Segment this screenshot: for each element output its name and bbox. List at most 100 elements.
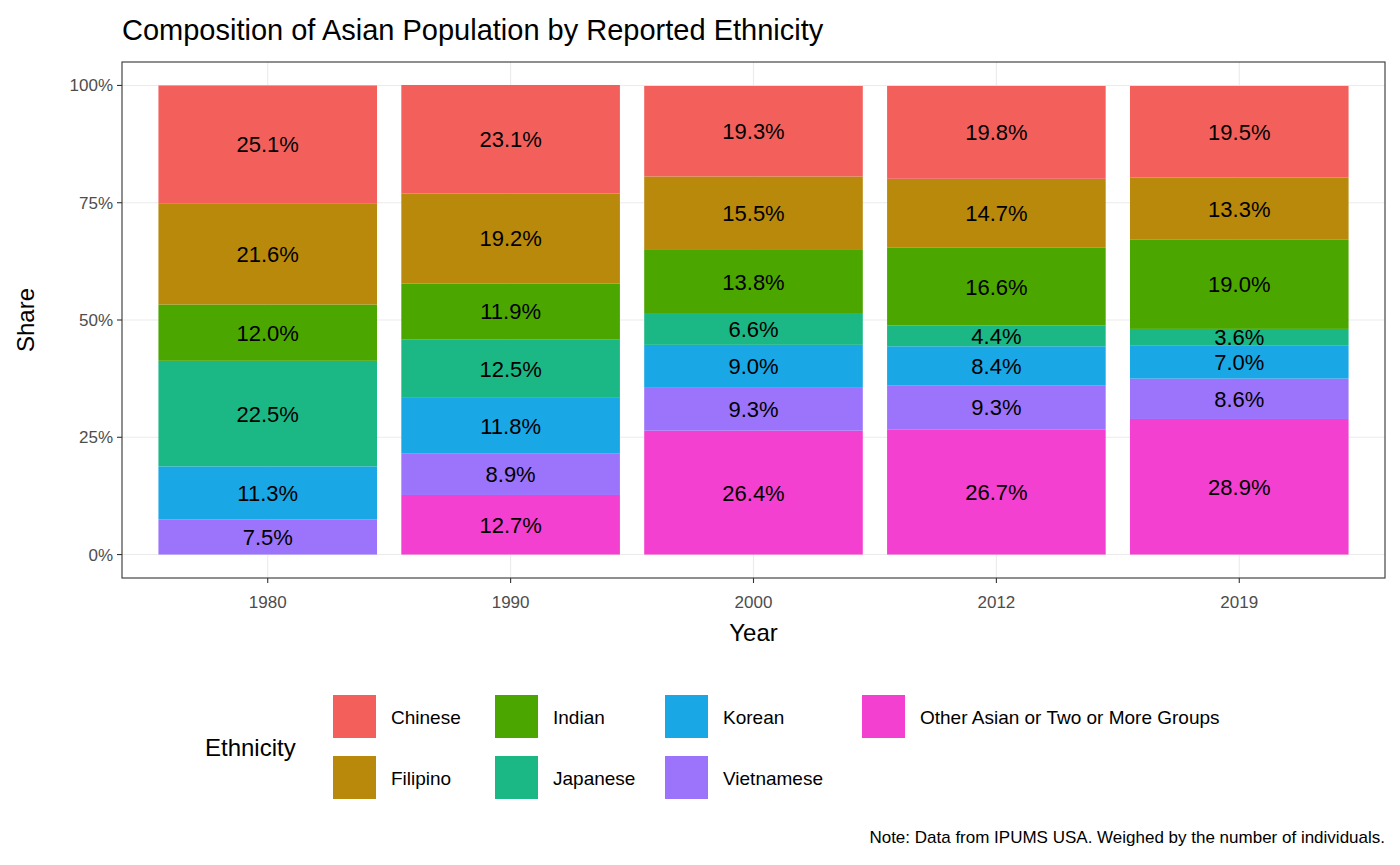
bar-segment: [1130, 379, 1349, 419]
bar-segment: [401, 339, 620, 398]
tick-label: 2000: [735, 593, 773, 612]
tick: [117, 85, 122, 86]
tick-label: 75%: [79, 194, 113, 213]
data-label: 26.4%: [722, 481, 784, 506]
bar-segment: [887, 429, 1106, 554]
data-label: 16.6%: [965, 275, 1027, 300]
data-label: 3.6%: [1214, 325, 1264, 350]
legend-key: [665, 756, 708, 799]
tick: [510, 578, 511, 583]
bar-segment: [158, 203, 377, 304]
legend-label: Chinese: [391, 707, 461, 728]
caption: Note: Data from IPUMS USA. Weighed by th…: [869, 828, 1385, 847]
title: Composition of Asian Population by Repor…: [122, 14, 824, 46]
data-label: 4.4%: [971, 324, 1021, 349]
bar-segment: [644, 431, 863, 555]
legend-label: Japanese: [553, 768, 635, 789]
bar-segment: [401, 193, 620, 283]
bar-segment: [401, 453, 620, 495]
legend-key: [495, 695, 538, 738]
legend-label: Korean: [723, 707, 784, 728]
data-label: 11.3%: [237, 481, 298, 506]
tick: [996, 578, 997, 583]
legend-key: [862, 695, 905, 738]
data-label: 8.9%: [486, 462, 536, 487]
tick-label: 25%: [79, 428, 113, 447]
bars: [158, 85, 1348, 555]
data-label: 9.3%: [728, 397, 778, 422]
data-label: 22.5%: [237, 402, 299, 427]
tick-label: 50%: [79, 311, 113, 330]
data-label: 11.8%: [480, 414, 541, 439]
data-label: 12.7%: [479, 513, 541, 538]
data-label: 28.9%: [1208, 475, 1270, 500]
tick: [117, 554, 122, 555]
tick: [117, 319, 122, 320]
bar-segment: [401, 398, 620, 453]
panel-border: [122, 62, 1385, 578]
legend-label: Vietnamese: [723, 768, 823, 789]
legend-label: Filipino: [391, 768, 451, 789]
data-label: 19.0%: [1208, 272, 1270, 297]
bar-segment: [401, 495, 620, 555]
bar-segment: [158, 85, 377, 203]
tick-label: 2019: [1220, 593, 1258, 612]
bar-segment: [401, 283, 620, 339]
legend-label: Other Asian or Two or More Groups: [920, 707, 1220, 728]
x-axis-title: Year: [729, 619, 778, 646]
bar-segment: [887, 248, 1106, 326]
bar-segment: [1130, 419, 1349, 555]
bar-segment: [644, 86, 863, 177]
x-axis: 19801990200020122019: [249, 578, 1258, 612]
bar-segment: [1130, 177, 1349, 239]
legend-title: Ethnicity: [205, 734, 296, 761]
data-label: 11.9%: [480, 299, 541, 324]
tick-label: 2012: [977, 593, 1015, 612]
bar-segment: [887, 179, 1106, 248]
data-label: 19.5%: [1208, 120, 1270, 145]
legend: Ethnicity Chinese Filipino Indian Japanese Ko…: [205, 695, 1220, 799]
bar-segment: [887, 86, 1106, 179]
data-label: 19.8%: [965, 120, 1027, 145]
bar-segment: [1130, 346, 1349, 379]
bar-segment: [158, 466, 377, 519]
data-label: 15.5%: [722, 201, 784, 226]
data-label: 7.0%: [1214, 350, 1264, 375]
y-axis-title: Share: [12, 288, 39, 352]
grid: [122, 62, 1385, 578]
data-label: 21.6%: [237, 242, 299, 267]
tick: [1239, 578, 1240, 583]
bar-segment: [1130, 240, 1349, 329]
legend-key: [333, 695, 376, 738]
data-label: 13.3%: [1208, 197, 1270, 222]
bar-segment: [1130, 86, 1349, 177]
legend-key: [333, 756, 376, 799]
data-label: 6.6%: [728, 317, 778, 342]
tick: [117, 202, 122, 203]
data-label: 13.8%: [722, 270, 784, 295]
data-label: 14.7%: [965, 201, 1027, 226]
bar-segment: [401, 85, 620, 193]
data-label: 23.1%: [479, 127, 541, 152]
data-label: 12.5%: [479, 357, 541, 382]
y-axis: 0%25%50%75%100%: [70, 76, 122, 564]
data-label: 25.1%: [237, 132, 299, 157]
tick-label: 0%: [88, 546, 113, 565]
bar-segment: [644, 387, 863, 431]
legend-label: Indian: [553, 707, 605, 728]
data-label: 8.6%: [1214, 387, 1264, 412]
data-label: 8.4%: [971, 354, 1021, 379]
tick: [117, 437, 122, 438]
bar-segment: [887, 386, 1106, 430]
bar-segment: [644, 176, 863, 249]
bar-segment: [644, 249, 863, 314]
bar-segment: [158, 361, 377, 467]
data-label: 12.0%: [237, 321, 299, 346]
data-label: 26.7%: [965, 480, 1027, 505]
background: [0, 0, 1400, 865]
bar-segment: [644, 345, 863, 387]
bar-segment: [887, 346, 1106, 385]
data-label: 19.2%: [479, 226, 541, 251]
tick-label: 1990: [492, 593, 530, 612]
chart: 7.5%11.3%22.5%12.0%21.6%25.1%12.7%8.9%11…: [0, 0, 1400, 865]
